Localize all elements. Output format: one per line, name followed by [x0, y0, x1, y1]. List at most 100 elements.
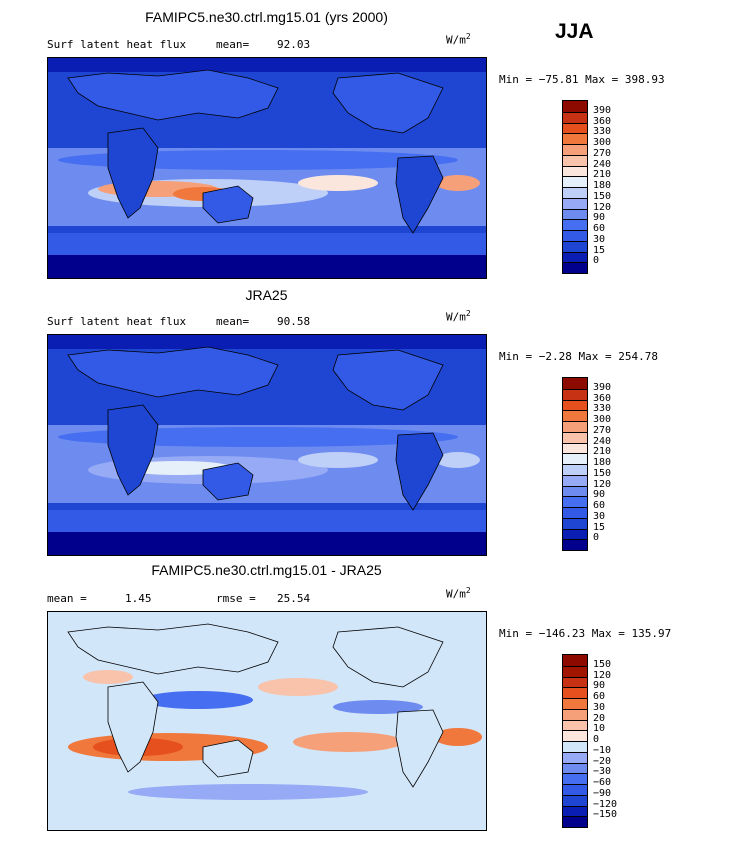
continent-africa: [107, 404, 159, 496]
colorbar-tick-label: 15: [593, 244, 606, 256]
colorbar-cell: [563, 708, 587, 720]
colorbar-tick-label: 120: [593, 669, 612, 681]
colorbar-cell: [563, 176, 587, 187]
southern-ocean-negative: [128, 784, 368, 800]
continent-south-america: [395, 709, 444, 788]
colorbar-cell: [563, 165, 587, 177]
minmax-diff: Min = −146.23 Max = 135.97: [499, 627, 672, 640]
colorbar-tick-label: 0: [593, 532, 600, 544]
colorbar-cell: [563, 655, 587, 666]
colorbar-tick-label: 270: [593, 147, 612, 159]
colorbar-cell: [563, 507, 587, 518]
pacific-max: [298, 175, 378, 191]
colorbar-tick-label: 240: [593, 435, 612, 447]
atlantic-max: [436, 452, 480, 468]
colorbar-tick-label: −30: [593, 766, 612, 778]
minmax-obs: Min = −2.28 Max = 254.78: [499, 350, 658, 363]
units-label-obs: W/m2: [446, 309, 471, 324]
colorbar-tick-label: 30: [593, 233, 606, 245]
colorbar-cell: [563, 719, 587, 731]
continent-africa: [107, 127, 159, 219]
colorbar-obs: [562, 377, 588, 551]
colorbar-cell: [563, 208, 587, 220]
colorbar-cell: [563, 730, 587, 741]
colorbar-cell: [563, 219, 587, 230]
colorbar-tick-label: 90: [593, 212, 606, 224]
colorbar-tick-label: 210: [593, 169, 612, 181]
colorbar-cell: [563, 741, 587, 752]
itcz-band: [58, 150, 458, 170]
variable-label-obs: Surf latent heat flux: [47, 315, 187, 328]
colorbar-cell: [563, 517, 587, 529]
continent-south-america: [395, 432, 444, 511]
colorbar-cell: [563, 230, 587, 241]
units-label-model: W/m2: [446, 32, 471, 47]
polar-band-north: [48, 335, 486, 349]
colorbar-tick-label: 270: [593, 424, 612, 436]
colorbar-tick-label: 60: [593, 691, 606, 702]
colorbar-cell: [563, 751, 587, 763]
colorbar-tick-label: −150: [593, 809, 618, 821]
colorbar-tick-label: 60: [593, 500, 606, 511]
itcz-band: [58, 427, 458, 447]
continent-australia: [202, 462, 254, 501]
map-model: [47, 57, 487, 279]
continent-north-america: [332, 72, 444, 134]
colorbar-cell: [563, 676, 587, 688]
colorbar-cell: [563, 101, 587, 112]
panel-title-obs: JRA25: [245, 287, 288, 303]
colorbar-tick-label: 60: [593, 223, 606, 234]
continent-eurasia: [67, 623, 279, 675]
colorbar-cell: [563, 464, 587, 475]
north-pacific-positive: [258, 678, 338, 696]
colorbar-cell: [563, 442, 587, 454]
colorbar-tick-label: 0: [593, 734, 600, 745]
colorbar-tick-label: 20: [593, 712, 606, 724]
colorbar-tick-label: 150: [593, 190, 612, 202]
colorbar-cell: [563, 251, 587, 263]
southern-ocean-band: [48, 510, 486, 532]
colorbar-tick-label: 120: [593, 201, 612, 213]
atlantic-max: [436, 175, 480, 191]
colorbar-tick-label: 0: [593, 255, 600, 267]
colorbar-tick-label: 330: [593, 126, 612, 138]
colorbar-tick-label: 180: [593, 180, 612, 191]
colorbar-cell: [563, 805, 587, 817]
colorbar-cell: [563, 485, 587, 497]
panel-title-diff: FAMIPC5.ne30.ctrl.mg15.01 - JRA25: [151, 562, 382, 578]
colorbar-cell: [563, 388, 587, 400]
colorbar-tick-label: 330: [593, 403, 612, 415]
colorbar-cell: [563, 698, 587, 709]
continent-eurasia: [67, 69, 279, 121]
polar-band-south: [48, 531, 486, 555]
colorbar-cell: [563, 399, 587, 411]
mean-label-diff: mean =: [47, 592, 87, 605]
colorbar-cell: [563, 187, 587, 198]
colorbar-cell: [563, 794, 587, 806]
mean-label-obs: mean=: [216, 315, 250, 328]
map-diff: [47, 611, 487, 831]
colorbar-tick-label: −20: [593, 755, 612, 767]
colorbar-tick-label: 210: [593, 446, 612, 458]
colorbar-tick-label: 30: [593, 510, 606, 522]
colorbar-tick-label: 360: [593, 115, 612, 127]
continent-north-america: [332, 349, 444, 411]
colorbar-cell: [563, 262, 587, 273]
colorbar-cell: [563, 762, 587, 774]
mean-value-model: 92.03: [277, 38, 311, 51]
colorbar-tick-label: 300: [593, 414, 612, 425]
continent-africa: [107, 681, 159, 773]
map-obs: [47, 334, 487, 556]
colorbar-tick-label: 390: [593, 104, 612, 116]
continent-south-america: [395, 155, 444, 234]
colorbar-tick-label: 390: [593, 381, 612, 393]
east-pacific-negative: [333, 700, 423, 714]
variable-label-model: Surf latent heat flux: [47, 38, 187, 51]
colorbar-cell: [563, 122, 587, 134]
map-model-svg: [48, 58, 486, 278]
colorbar-cell: [563, 784, 587, 795]
colorbar-tick-label: 150: [593, 467, 612, 479]
colorbar-tick-label: 30: [593, 701, 606, 713]
polar-band-south: [48, 254, 486, 278]
colorbar-tick-label: −90: [593, 787, 612, 799]
